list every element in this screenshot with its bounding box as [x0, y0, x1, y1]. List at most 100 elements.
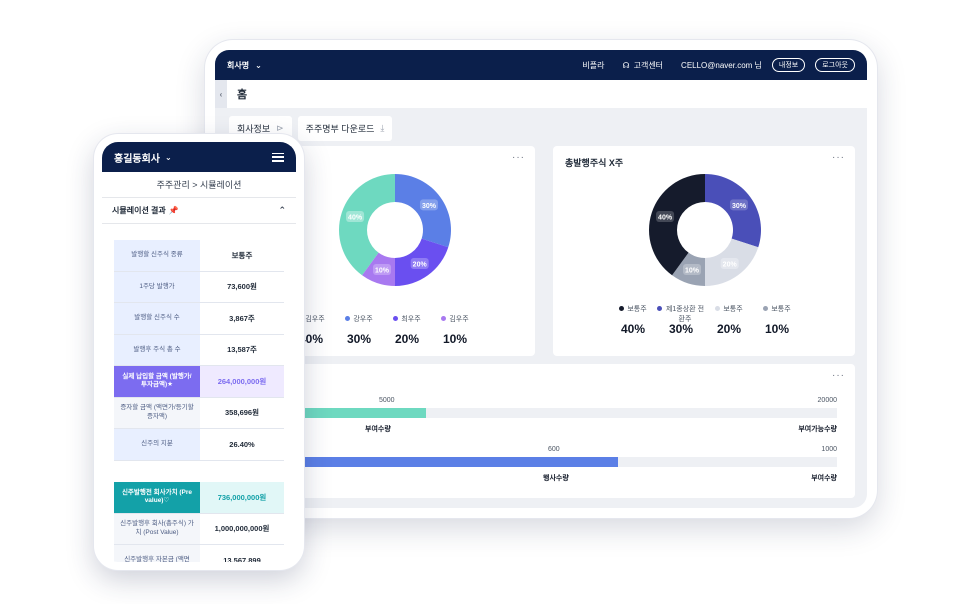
valuation-table: 신주발행전 회사가치 (Pre value)♡ 736,000,000원 신주발행… — [114, 482, 284, 562]
legend-item: 강우주 30% — [335, 314, 383, 346]
phone-mockup: 홍길동회사 ⌄ 주주관리 > 시뮬레이션 시뮬레이션 결과 📌 ⌃ 발행할 신주… — [94, 134, 304, 570]
donut-slice — [395, 174, 451, 248]
legend-name: 보통주 — [753, 304, 801, 320]
legend-label: 김우주 — [449, 316, 469, 323]
slice-data-label: 10% — [375, 267, 390, 274]
tablet-mockup: 회사명 ⌄ 비플라 ☊ 고객센터 CELLO@naver.com 님 내정보 로… — [205, 40, 877, 518]
slice-data-label: 20% — [723, 261, 738, 268]
donut-slice — [672, 252, 705, 286]
table-row: 발행할 신주식 종류 보통주 — [114, 240, 284, 272]
legend-label: 최우주 — [401, 316, 421, 323]
chart-legend: 김우주 40% 강우주 30% 최우주 20% 김우주 10% — [287, 314, 479, 346]
table-row: 신주발행후 회사(총주식) 가치 (Post Value) 1,000,000,0… — [114, 513, 284, 545]
simulation-section-header[interactable]: 시뮬레이션 결과 📌 ⌃ — [102, 198, 296, 224]
legend-item: 보통주 20% — [705, 304, 753, 336]
bar2-label: 행사수량 — [543, 475, 569, 482]
issued-shares-chart-card: 총발행주식 X주 ··· 30% 20% 10% 40% 보통주 40% 제1종상환 전환… — [553, 146, 855, 356]
beta-link[interactable]: 비플라 — [582, 60, 605, 70]
card-title: 총발행주식 X주 — [565, 158, 624, 168]
phone-company-name[interactable]: 홍길동회사 — [114, 153, 160, 165]
legend-dot-icon — [345, 316, 351, 321]
bar2-value-label: 600 — [548, 446, 560, 453]
chevron-down-icon: ⌄ — [255, 60, 262, 70]
tab-label: 주주명부 다운로드 — [305, 124, 375, 134]
row-key: 증자할 금액 (액면가/등기할 증자액) — [114, 397, 200, 428]
legend-dot-icon — [715, 306, 721, 311]
legend-label: 보통주 — [723, 306, 743, 313]
slice-data-label: 30% — [422, 203, 437, 210]
slice-label-bg — [373, 263, 392, 275]
legend-value: 20% — [716, 322, 742, 336]
mypage-button[interactable]: 내정보 — [771, 58, 806, 72]
legend-label: 제1종상환 전환주 — [665, 306, 705, 323]
legend-value: 30% — [346, 332, 372, 346]
page-title: 홈 — [237, 89, 248, 101]
row-value: 보통주 — [200, 240, 284, 271]
legend-name: 보통주 — [705, 304, 753, 320]
bar1-value-label: 5000 — [379, 397, 395, 404]
bar2-track — [289, 457, 837, 467]
bar1-fill — [289, 408, 426, 418]
row-value: 736,000,000원 — [200, 482, 284, 513]
legend-item: 최우주 20% — [383, 314, 431, 346]
donut-slice — [395, 238, 449, 286]
legend-dot-icon — [619, 306, 625, 311]
chevron-up-icon[interactable]: ⌃ — [278, 205, 286, 215]
support-link[interactable]: ☊ 고객센터 — [622, 60, 663, 71]
hamburger-menu-icon[interactable] — [272, 152, 284, 162]
legend-dot-icon — [763, 306, 769, 311]
row-value: 264,000,000원 — [200, 366, 284, 397]
section-title: 시뮬레이션 결과 — [112, 206, 166, 215]
slice-data-label: 40% — [348, 215, 363, 222]
company-name: 회사명 — [227, 60, 250, 70]
logout-button[interactable]: 로그아웃 — [815, 58, 855, 72]
slice-label-bg — [410, 257, 429, 269]
table-row-highlight: 실제 납입할 금액 (발행가/투자금액)★ 264,000,000원 — [114, 366, 284, 398]
row-key: 발행할 신주식 종류 — [114, 240, 200, 271]
donut-chart-right: 30% 20% 10% 40% — [649, 174, 761, 286]
slice-data-label: 40% — [658, 215, 673, 222]
user-email: CELLO@naver.com 님 — [681, 60, 762, 70]
legend-dot-icon — [441, 316, 447, 321]
slice-data-label: 10% — [685, 267, 700, 274]
legend-item: 보통주 10% — [753, 304, 801, 336]
pin-icon: 📌 — [168, 206, 179, 215]
bar2-fill — [289, 457, 618, 467]
bar2-max-label: 1000 — [821, 446, 837, 453]
legend-label: 강우주 — [353, 316, 373, 323]
more-options-icon[interactable]: ··· — [512, 152, 525, 163]
slice-data-label: 20% — [413, 261, 428, 268]
legend-item: 김우주 10% — [431, 314, 479, 346]
legend-name: 제1종상환 전환주 — [657, 304, 705, 323]
tab-bar: 회사정보 ⊳ 주주명부 다운로드 ⤓ — [229, 116, 393, 141]
more-options-icon[interactable]: ··· — [832, 370, 845, 381]
slice-label-bg — [419, 199, 438, 211]
table-row-highlight: 신주발행전 회사가치 (Pre value)♡ 736,000,000원 — [114, 482, 284, 514]
legend-item: 보통주 40% — [609, 304, 657, 336]
slice-label-bg — [729, 199, 748, 211]
row-value: 1,000,000,000원 — [200, 513, 284, 544]
collapse-sidebar-icon[interactable]: ‹ — [215, 80, 227, 108]
company-selector[interactable]: 회사명 ⌄ — [227, 60, 262, 71]
legend-label: 보통주 — [627, 306, 647, 313]
slice-label-bg — [720, 257, 739, 269]
row-key: 실제 납입할 금액 (발행가/투자금액)★ — [114, 366, 200, 397]
legend-value: 40% — [620, 322, 646, 336]
stock-option-bars-card: ··· 5000 20000 부여수량 부여가능수량 600 1000 행사수량… — [271, 364, 855, 498]
legend-value: 20% — [394, 332, 420, 346]
legend-dot-icon — [393, 316, 399, 321]
phone-header: 홍길동회사 ⌄ — [102, 142, 296, 172]
top-nav-bar: 회사명 ⌄ 비플라 ☊ 고객센터 CELLO@naver.com 님 내정보 로… — [215, 50, 867, 80]
download-icon: ⤓ — [380, 123, 385, 133]
row-key: 1주당 발행가 — [114, 271, 200, 302]
more-options-icon[interactable]: ··· — [832, 152, 845, 163]
legend-name: 보통주 — [609, 304, 657, 320]
legend-label: 김우주 — [305, 316, 325, 323]
row-key: 신주발행전 회사가치 (Pre value)♡ — [114, 482, 200, 513]
slice-label-bg — [683, 263, 702, 275]
tab-shareholder-download[interactable]: 주주명부 다운로드 ⤓ — [297, 116, 393, 141]
slice-data-label: 30% — [732, 203, 747, 210]
chevron-down-icon[interactable]: ⌄ — [165, 152, 172, 162]
chart-legend: 보통주 40% 제1종상환 전환주 30% 보통주 20% 보통주 10% — [609, 304, 801, 336]
row-value: 73,600원 — [200, 271, 284, 302]
